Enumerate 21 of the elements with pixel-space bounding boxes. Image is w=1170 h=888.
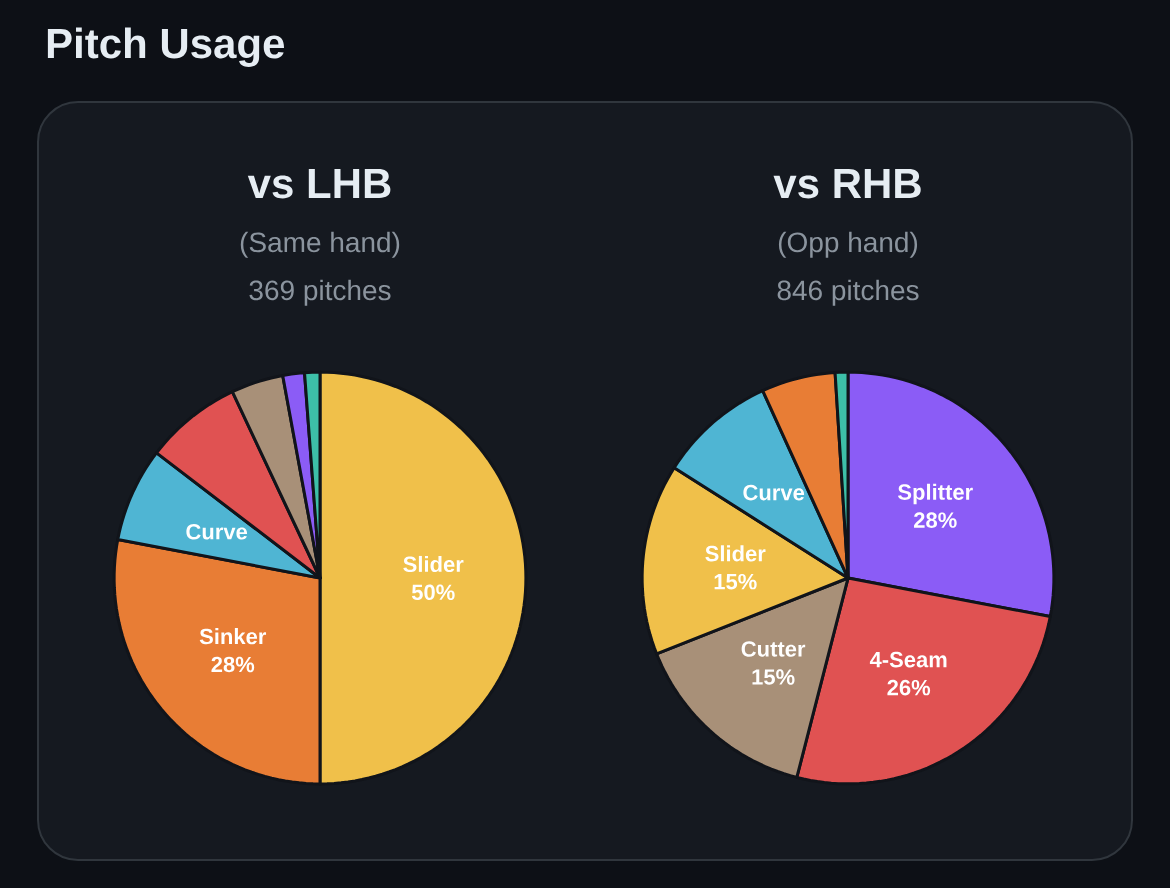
- slice-label: Splitter: [898, 483, 973, 505]
- slice-label: 4-Seam: [869, 651, 947, 668]
- data-label: 28%: [914, 512, 957, 528]
- chart-title: vs RHB: [773, 169, 921, 199]
- chart-title: vs LHB: [247, 169, 391, 199]
- slice-label: Sinker: [199, 628, 267, 645]
- data-label: 15%: [714, 573, 757, 590]
- text: 369 pitches: [249, 279, 391, 306]
- slice-label: Curve: [743, 484, 805, 501]
- data-label: 28%: [211, 656, 255, 673]
- data-label: 26%: [887, 679, 931, 696]
- text: 846 pitches: [777, 279, 919, 306]
- data-label: 50%: [411, 584, 455, 601]
- chart-subtitle: (Same hand): [240, 231, 400, 258]
- slice-label: Slider: [403, 555, 464, 573]
- chart-subtitle: (Opp hand): [778, 231, 918, 258]
- slice-label: Slider: [705, 545, 766, 562]
- slice-label: Curve: [186, 523, 248, 540]
- data-label: 15%: [752, 669, 795, 685]
- slice-label: Cutter: [741, 641, 806, 657]
- text: Pitch Usage: [47, 27, 285, 67]
